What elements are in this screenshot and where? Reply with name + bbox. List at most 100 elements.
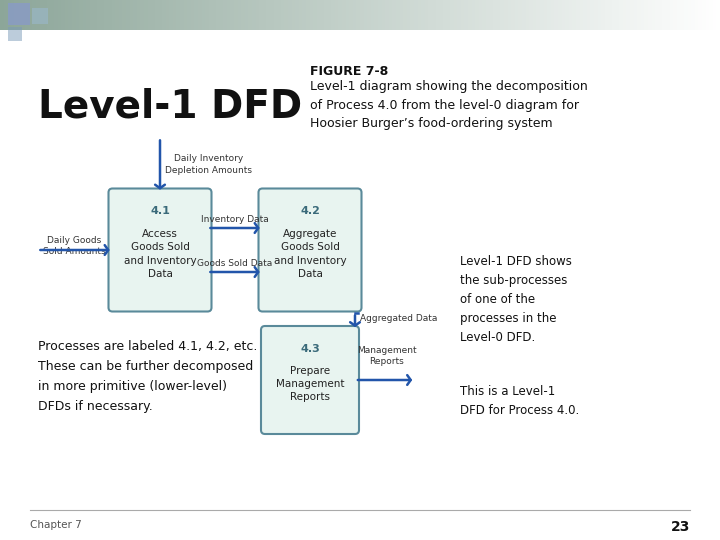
FancyBboxPatch shape — [58, 0, 61, 30]
FancyBboxPatch shape — [403, 0, 407, 30]
FancyBboxPatch shape — [320, 0, 324, 30]
FancyBboxPatch shape — [655, 0, 659, 30]
FancyBboxPatch shape — [68, 0, 72, 30]
FancyBboxPatch shape — [659, 0, 662, 30]
FancyBboxPatch shape — [11, 0, 14, 30]
FancyBboxPatch shape — [598, 0, 601, 30]
FancyBboxPatch shape — [25, 0, 29, 30]
FancyBboxPatch shape — [184, 0, 187, 30]
FancyBboxPatch shape — [551, 0, 554, 30]
FancyBboxPatch shape — [353, 0, 356, 30]
FancyBboxPatch shape — [587, 0, 590, 30]
FancyBboxPatch shape — [331, 0, 335, 30]
FancyBboxPatch shape — [533, 0, 536, 30]
FancyBboxPatch shape — [677, 0, 680, 30]
FancyBboxPatch shape — [709, 0, 713, 30]
FancyBboxPatch shape — [554, 0, 558, 30]
FancyBboxPatch shape — [540, 0, 544, 30]
FancyBboxPatch shape — [428, 0, 432, 30]
FancyBboxPatch shape — [112, 0, 115, 30]
FancyBboxPatch shape — [166, 0, 169, 30]
FancyBboxPatch shape — [7, 0, 11, 30]
FancyBboxPatch shape — [302, 0, 306, 30]
FancyBboxPatch shape — [623, 0, 626, 30]
FancyBboxPatch shape — [144, 0, 148, 30]
FancyBboxPatch shape — [626, 0, 630, 30]
FancyBboxPatch shape — [374, 0, 378, 30]
FancyBboxPatch shape — [436, 0, 439, 30]
FancyBboxPatch shape — [608, 0, 612, 30]
FancyBboxPatch shape — [198, 0, 202, 30]
FancyBboxPatch shape — [666, 0, 670, 30]
FancyBboxPatch shape — [155, 0, 158, 30]
Text: Level-1 DFD shows
the sub-processes
of one of the
processes in the
Level-0 DFD.: Level-1 DFD shows the sub-processes of o… — [460, 255, 572, 344]
FancyBboxPatch shape — [202, 0, 205, 30]
FancyBboxPatch shape — [482, 0, 486, 30]
FancyBboxPatch shape — [590, 0, 594, 30]
FancyBboxPatch shape — [245, 0, 248, 30]
FancyBboxPatch shape — [594, 0, 598, 30]
FancyBboxPatch shape — [14, 0, 18, 30]
FancyBboxPatch shape — [479, 0, 482, 30]
FancyBboxPatch shape — [209, 0, 212, 30]
FancyBboxPatch shape — [695, 0, 698, 30]
FancyBboxPatch shape — [529, 0, 533, 30]
Text: Goods Sold Data: Goods Sold Data — [197, 259, 273, 268]
FancyBboxPatch shape — [371, 0, 374, 30]
FancyBboxPatch shape — [670, 0, 673, 30]
FancyBboxPatch shape — [54, 0, 58, 30]
FancyBboxPatch shape — [126, 0, 130, 30]
FancyBboxPatch shape — [65, 0, 68, 30]
FancyBboxPatch shape — [317, 0, 320, 30]
FancyBboxPatch shape — [328, 0, 331, 30]
FancyBboxPatch shape — [464, 0, 468, 30]
FancyBboxPatch shape — [270, 0, 274, 30]
FancyBboxPatch shape — [338, 0, 342, 30]
FancyBboxPatch shape — [457, 0, 461, 30]
FancyBboxPatch shape — [180, 0, 184, 30]
FancyBboxPatch shape — [261, 326, 359, 434]
FancyBboxPatch shape — [223, 0, 227, 30]
Text: Daily Goods
Sold Amounts: Daily Goods Sold Amounts — [43, 236, 106, 256]
FancyBboxPatch shape — [137, 0, 140, 30]
FancyBboxPatch shape — [680, 0, 684, 30]
FancyBboxPatch shape — [569, 0, 572, 30]
FancyBboxPatch shape — [713, 0, 716, 30]
FancyBboxPatch shape — [544, 0, 547, 30]
FancyBboxPatch shape — [580, 0, 583, 30]
FancyBboxPatch shape — [252, 0, 256, 30]
FancyBboxPatch shape — [18, 0, 22, 30]
FancyBboxPatch shape — [148, 0, 151, 30]
FancyBboxPatch shape — [97, 0, 101, 30]
FancyBboxPatch shape — [79, 0, 83, 30]
FancyBboxPatch shape — [335, 0, 338, 30]
FancyBboxPatch shape — [292, 0, 295, 30]
FancyBboxPatch shape — [61, 0, 65, 30]
FancyBboxPatch shape — [32, 0, 36, 30]
FancyBboxPatch shape — [47, 0, 50, 30]
FancyBboxPatch shape — [583, 0, 587, 30]
FancyBboxPatch shape — [324, 0, 328, 30]
FancyBboxPatch shape — [43, 0, 47, 30]
Text: 23: 23 — [670, 520, 690, 534]
FancyBboxPatch shape — [367, 0, 371, 30]
FancyBboxPatch shape — [266, 0, 270, 30]
FancyBboxPatch shape — [22, 0, 25, 30]
FancyBboxPatch shape — [576, 0, 580, 30]
FancyBboxPatch shape — [299, 0, 302, 30]
FancyBboxPatch shape — [522, 0, 526, 30]
Text: 4.1: 4.1 — [150, 206, 170, 217]
FancyBboxPatch shape — [76, 0, 79, 30]
FancyBboxPatch shape — [493, 0, 497, 30]
FancyBboxPatch shape — [662, 0, 666, 30]
FancyBboxPatch shape — [191, 0, 194, 30]
FancyBboxPatch shape — [637, 0, 641, 30]
FancyBboxPatch shape — [119, 0, 122, 30]
FancyBboxPatch shape — [234, 0, 238, 30]
FancyBboxPatch shape — [630, 0, 634, 30]
Text: Management
Reports: Management Reports — [357, 346, 417, 366]
FancyBboxPatch shape — [241, 0, 245, 30]
FancyBboxPatch shape — [310, 0, 313, 30]
FancyBboxPatch shape — [72, 0, 76, 30]
FancyBboxPatch shape — [490, 0, 493, 30]
